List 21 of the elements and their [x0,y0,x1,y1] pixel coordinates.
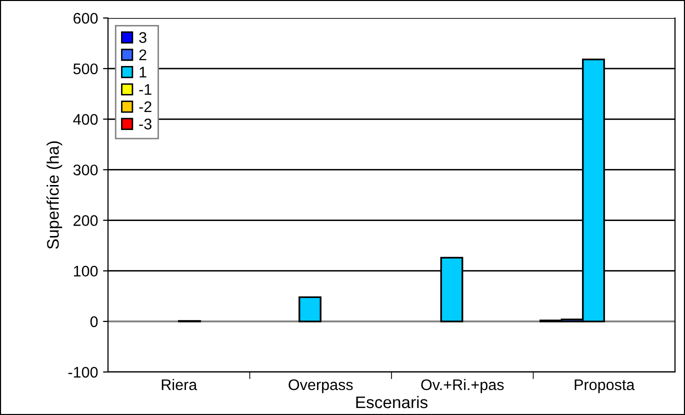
y-tick-label: 300 [73,164,98,176]
x-tick-label: Proposta [574,380,635,394]
legend-label: -3 [139,118,152,130]
y-tick-label: 0 [90,316,98,328]
x-tick-label: Riera [162,378,198,390]
y-tick-label: 100 [74,266,98,277]
y-tick-label: 500 [73,63,98,74]
x-axis-title: Escenaris [356,396,428,408]
y-axis-title: Superfície (ha) [46,141,62,249]
y-tick-label: 200 [74,215,98,226]
y-tick-label: -100 [68,366,98,378]
legend-label: -2 [139,101,152,112]
legend-label: 3 [139,32,146,43]
legend-label: -1 [139,84,152,95]
x-tick-label: Ov.+Ri.+pas [421,378,504,394]
y-tick-label: 400 [73,114,98,125]
y-tick-label: 600 [74,12,98,24]
legend-label: 2 [139,49,146,60]
legend-label: 1 [140,66,146,78]
bar [298,296,322,322]
x-tick-label: Overpass [288,379,353,394]
